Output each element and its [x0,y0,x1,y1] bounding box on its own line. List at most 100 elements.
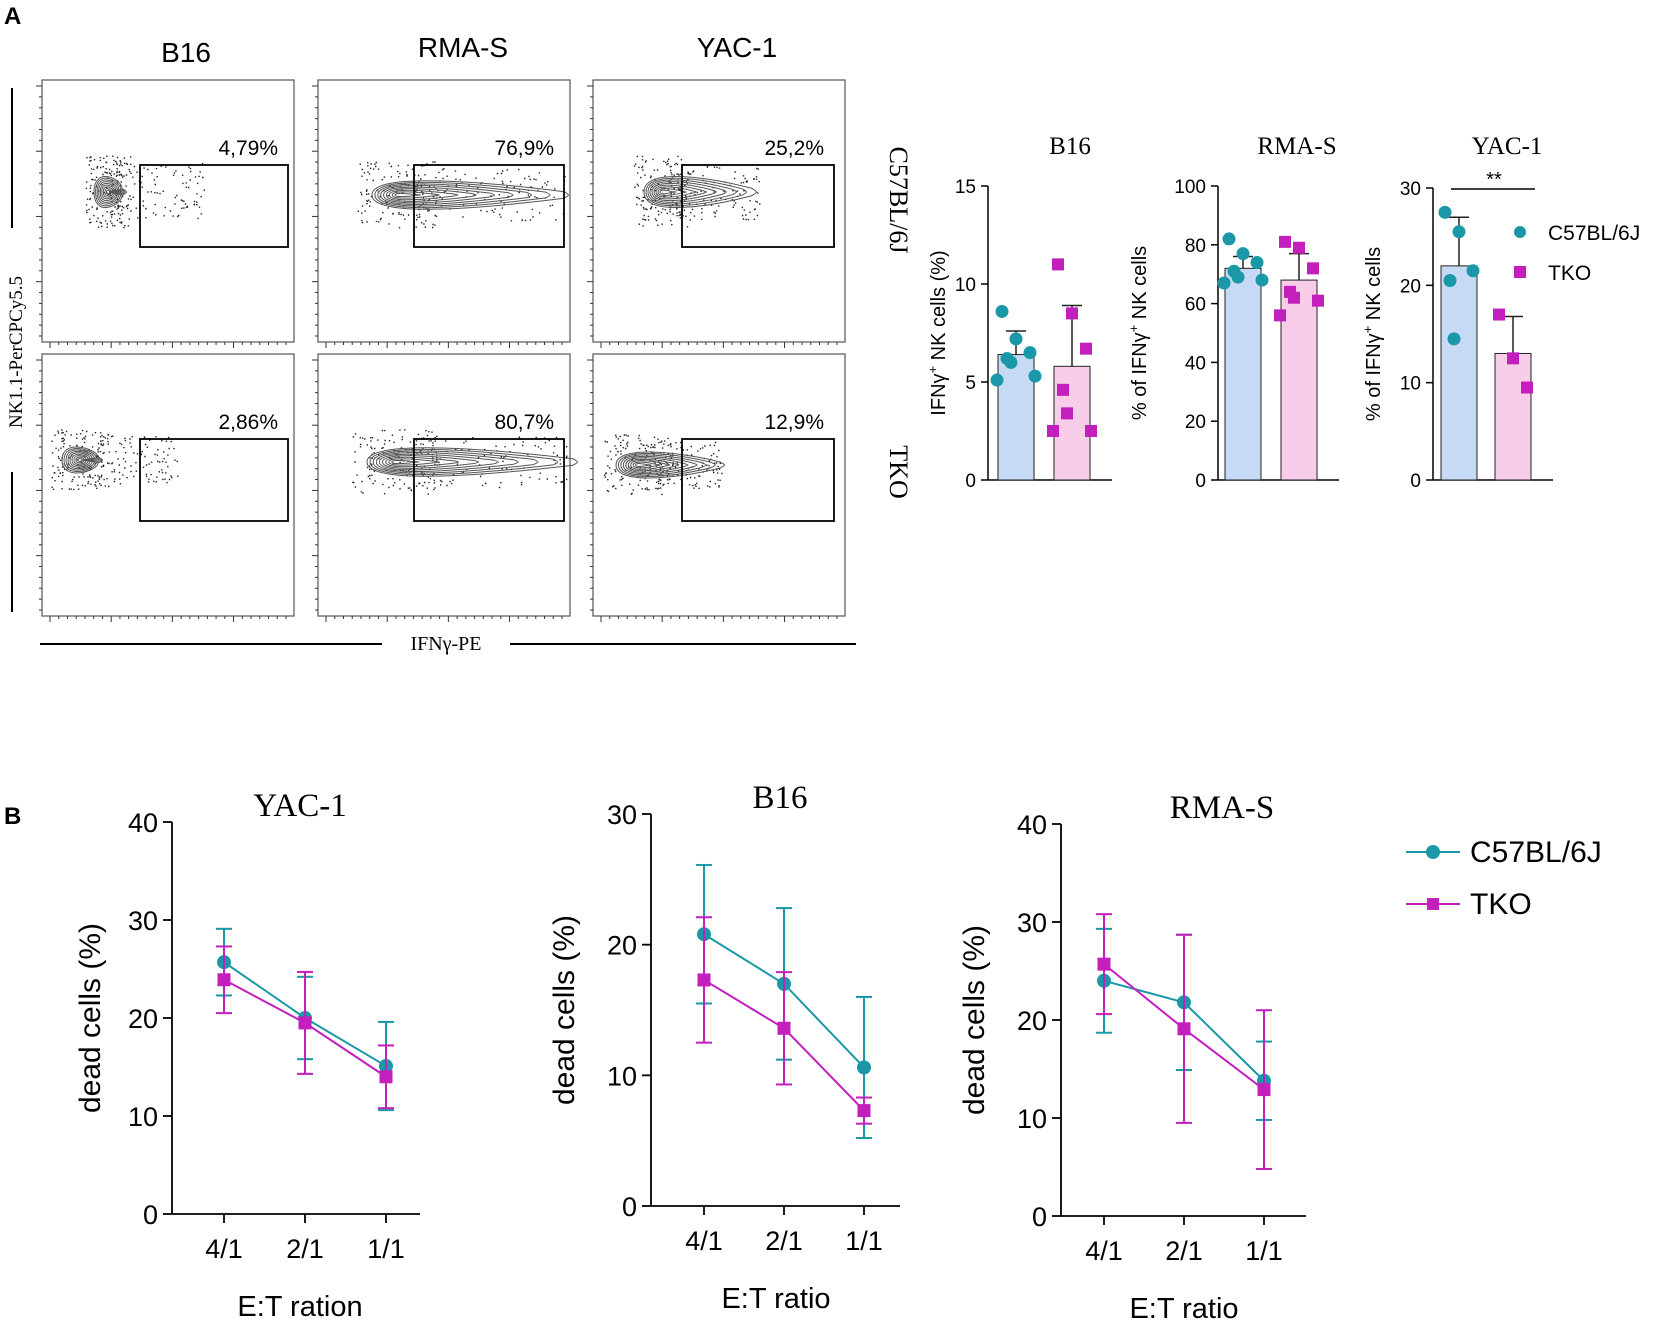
flow-gate [413,438,565,522]
flow-gate [681,164,835,248]
flow-contour [653,184,707,200]
flow-contour [374,181,551,209]
line-y-tick-label: 20 [1017,1006,1047,1036]
line-point-TKO [697,973,711,987]
bar-point-TKO [1312,294,1324,307]
bar-C57BL/6J [1224,267,1262,481]
bar-TKO [1053,365,1091,481]
bar-y-tick-label: 0 [1195,471,1206,492]
bar-chart-title: RMA-S [1257,133,1336,160]
flow-contour [377,183,533,207]
bar-chart-bar-yac1: YAC-1 0 10 20 30 % of IFNγ+ NK cells ** C57BL/6… [1360,133,1640,492]
bar-point-TKO [1293,241,1305,254]
flow-gate [681,438,835,522]
bar-chart-title: YAC-1 [1472,133,1543,160]
flow-x-axis-label: IFNγ-PE [410,633,481,655]
flow-plot-r1-c1: 80,7% [312,353,578,622]
flow-plot-r0-c2: 25,2% [587,79,846,348]
line-point-TKO [1257,1083,1271,1097]
bar-point-TKO [1085,425,1097,437]
legend-b-wt-label: C57BL/6J [1470,836,1602,869]
bar-point-TKO [1493,308,1505,321]
flow-gate-percent: 12,9% [764,411,824,434]
line-point-TKO [1097,957,1111,971]
flow-contour [635,463,653,467]
bar-charts: B16 0 5 10 15 IFNγ+ NK cells (%) RMA-S 0 20 40 60 8… [925,133,1640,492]
flow-plot-frame [317,353,571,617]
flow-contour [630,460,671,470]
flow-plot-frame [592,79,846,343]
bar-chart-bar-b16: B16 0 5 10 15 IFNγ+ NK cells (%) [925,133,1112,492]
bar-y-tick-label: 0 [1410,471,1421,492]
flow-contour [61,446,103,474]
flow-contour [69,452,95,468]
flow-row-label-tko: TKO [884,445,913,498]
flow-contour [615,451,725,479]
label-rest: NK cells [1363,247,1385,326]
flow-contour [375,452,519,472]
flow-plot-r0-c0: 4,79% [36,79,295,348]
flow-contour [73,455,91,465]
line-y-label: dead cells (%) [548,915,581,1105]
bar-y-label: % of IFNγ+ NK cells [1360,247,1385,421]
bar-point-C57BL/6J [1438,205,1452,219]
flow-contour [105,189,115,195]
bar-point-C57BL/6J [1447,332,1461,346]
bar-point-TKO [1080,342,1092,355]
flow-contour [391,191,440,199]
flow-contour [622,455,698,475]
flow-gate-percent: 76,9% [494,137,554,160]
line-y-tick-label: 30 [607,800,637,830]
flow-contour [388,458,440,466]
bar-point-C57BL/6J [1222,232,1236,246]
flow-contour [394,192,422,198]
line-x-tick-label: 4/1 [685,1226,723,1256]
flow-contour [617,453,716,477]
line-chart-title: B16 [752,780,807,816]
line-x-tick-label: 1/1 [367,1234,405,1264]
bar-y-tick-label: 10 [1400,374,1421,395]
line-point-TKO [379,1070,393,1084]
bar-point-TKO [1274,309,1286,322]
line-chart-line-b16: B16 0 10 20 30 4/1 2/1 1/1 E:T ratio dead cells (… [548,780,900,1315]
flow-contour [651,182,717,202]
flow-contour [63,448,101,472]
bar-point-C57BL/6J [1028,369,1042,383]
bar-point-TKO [1057,383,1069,396]
bar-point-C57BL/6J [995,304,1009,318]
line-chart-title: YAC-1 [253,788,347,824]
flow-contour [655,186,697,198]
flow-gate [139,164,289,248]
flow-contour [391,459,420,465]
flow-contour [65,449,99,471]
bar-point-C57BL/6J [1255,273,1269,287]
bar-point-TKO [1507,352,1519,365]
line-point-C57BL/6J [857,1060,871,1075]
flow-col-label-b16: B16 [161,37,211,68]
bar-point-TKO [1288,291,1300,304]
flow-contour [75,456,89,464]
flow-contour [385,456,460,468]
line-y-tick-label: 10 [128,1102,158,1132]
flow-gate-percent: 25,2% [764,137,824,160]
flow-contour [620,454,707,476]
line-point-TKO [777,1021,791,1035]
flow-contour [659,189,677,195]
bar-TKO [1494,352,1532,481]
flow-plot-frame [317,79,571,343]
flow-events [85,155,206,229]
bar-legend-wt-marker [1514,226,1526,238]
bar-point-TKO [1061,407,1073,420]
bar-point-TKO [1279,235,1291,248]
line-y-label: dead cells (%) [74,923,107,1113]
line-chart-line-rmas: RMA-S 0 10 20 30 40 4/1 2/1 1/1E:T ratio dead cel… [958,790,1306,1323]
flow-contour [382,455,480,469]
panel-label-b: B [4,803,21,830]
label-rest: NK cells (%) [928,250,950,366]
flow-contour [647,179,737,205]
line-y-tick-label: 20 [128,1004,158,1034]
flow-contour [369,448,559,476]
flow-contour [383,186,496,204]
